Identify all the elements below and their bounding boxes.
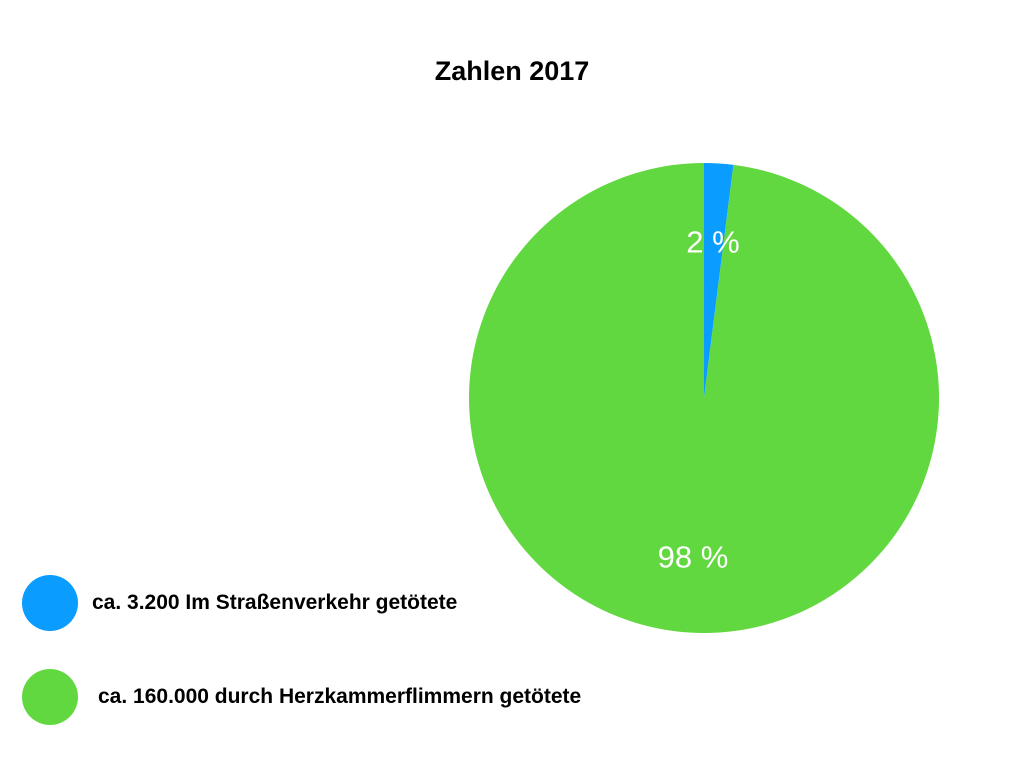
legend-label-ventricular-fibrillation: ca. 160.000 durch Herzkammerflimmern get… (98, 685, 582, 708)
pie-slice-road-traffic (704, 163, 734, 398)
legend-swatch-road-traffic (22, 575, 78, 631)
pie-slice-label-road-traffic: 2 % (686, 225, 739, 260)
chart-title: Zahlen 2017 (434, 56, 590, 86)
legend-label-road-traffic: ca. 3.200 Im Straßenverkehr getötete (92, 591, 458, 614)
legend-swatch-ventricular-fibrillation (22, 669, 78, 725)
pie-slice-ventricular-fibrillation (469, 163, 940, 633)
pie-slice-label-ventricular-fibrillation: 98 % (658, 540, 729, 575)
